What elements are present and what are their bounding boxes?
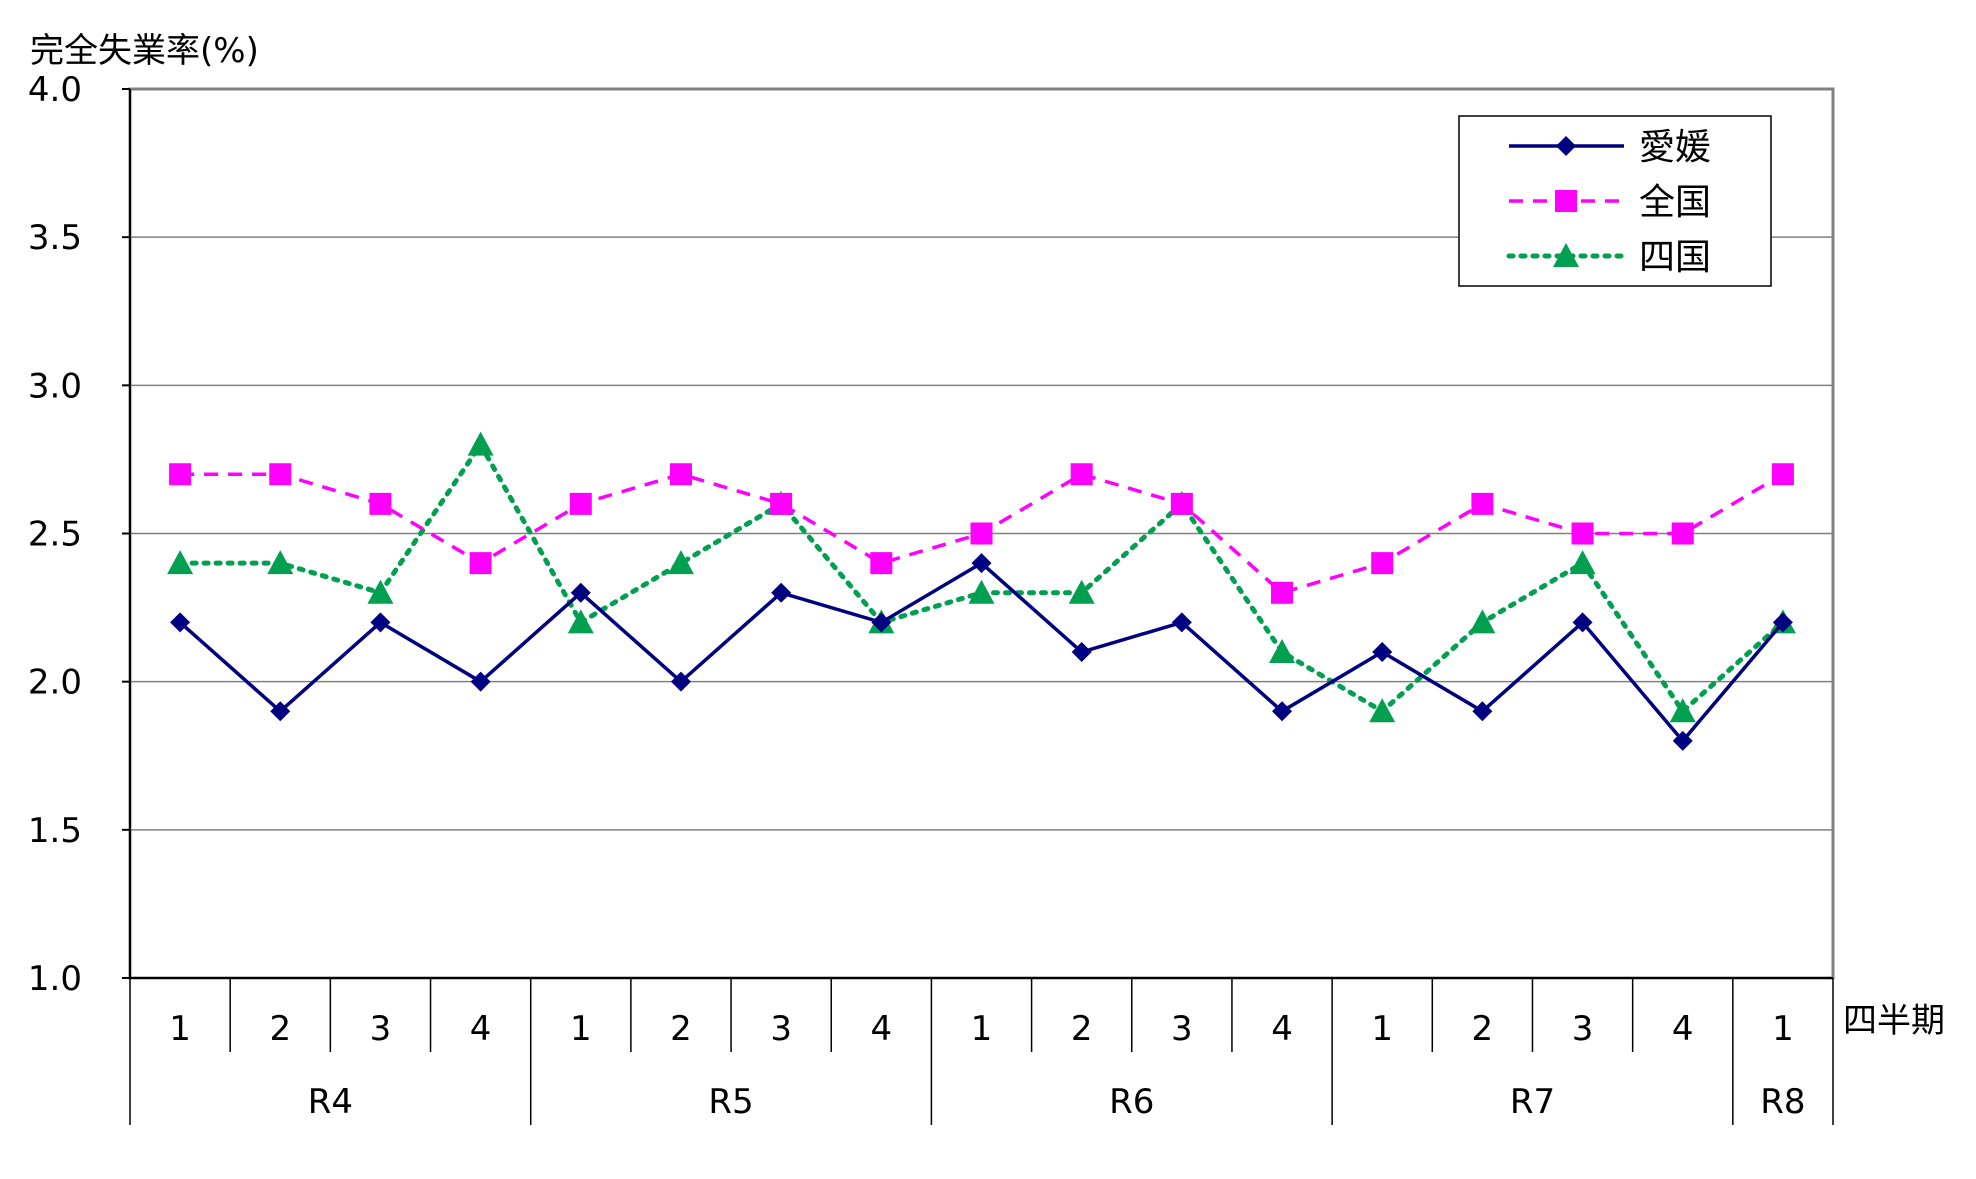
- legend-marker: [1555, 190, 1577, 212]
- data-point: [1372, 642, 1393, 663]
- data-point: [367, 579, 394, 604]
- data-point: [1672, 730, 1693, 751]
- x-tick-label: 1: [570, 1009, 592, 1049]
- data-point: [1369, 698, 1396, 723]
- legend-label: 愛媛: [1639, 127, 1711, 168]
- y-tick-label: 3.0: [28, 366, 82, 406]
- data-point: [167, 550, 194, 575]
- data-point: [370, 612, 391, 633]
- data-point: [269, 463, 292, 486]
- data-point: [1669, 698, 1696, 723]
- data-point: [1269, 639, 1296, 664]
- data-point: [567, 609, 594, 634]
- data-point: [870, 552, 893, 575]
- x-tick-label: 3: [370, 1009, 392, 1049]
- y-axis-title: 完全失業率(%): [30, 31, 259, 71]
- data-point: [570, 582, 591, 603]
- data-point: [467, 431, 494, 456]
- x-group-label: R8: [1760, 1082, 1805, 1122]
- x-group-label: R7: [1510, 1082, 1555, 1122]
- data-point: [871, 612, 892, 633]
- x-tick-label: 3: [1572, 1009, 1594, 1049]
- x-tick-label: 3: [1171, 1009, 1193, 1049]
- data-point: [469, 552, 492, 575]
- data-point: [1569, 550, 1596, 575]
- y-tick-label: 2.5: [28, 515, 82, 555]
- data-point: [470, 671, 491, 692]
- x-group-label: R4: [308, 1082, 353, 1122]
- x-tick-label: 1: [169, 1009, 191, 1049]
- x-tick-label: 2: [670, 1009, 692, 1049]
- x-group-label: R5: [708, 1082, 753, 1122]
- legend-marker: [1553, 243, 1579, 267]
- y-tick-label: 1.5: [28, 811, 82, 851]
- series-2: [167, 431, 1796, 723]
- data-point: [1170, 492, 1193, 515]
- data-point: [569, 492, 592, 515]
- series-line: [177, 439, 1786, 716]
- data-point: [369, 492, 392, 515]
- data-point: [1272, 701, 1293, 722]
- data-point: [1671, 522, 1694, 545]
- x-tick-label: 1: [971, 1009, 993, 1049]
- data-point: [1171, 612, 1192, 633]
- x-tick-label: 4: [1271, 1009, 1293, 1049]
- data-point: [970, 522, 993, 545]
- data-point: [270, 701, 291, 722]
- x-tick-label: 2: [269, 1009, 291, 1049]
- data-point: [1371, 552, 1394, 575]
- data-point: [1068, 579, 1095, 604]
- data-point: [770, 492, 793, 515]
- legend-label: 全国: [1639, 182, 1711, 223]
- x-tick-label: 4: [871, 1009, 893, 1049]
- data-point: [667, 550, 694, 575]
- data-point: [170, 612, 191, 633]
- data-point: [1472, 701, 1493, 722]
- data-point: [1771, 463, 1794, 486]
- y-tick-label: 3.5: [28, 218, 82, 258]
- x-tick-label: 2: [1071, 1009, 1093, 1049]
- x-tick-label: 4: [1672, 1009, 1694, 1049]
- data-point: [971, 553, 992, 574]
- x-tick-label: 3: [770, 1009, 792, 1049]
- data-point: [968, 579, 995, 604]
- data-point: [267, 550, 294, 575]
- data-point: [670, 671, 691, 692]
- y-tick-label: 4.0: [28, 70, 82, 110]
- data-point: [1471, 492, 1494, 515]
- x-tick-label: 1: [1772, 1009, 1794, 1049]
- data-point: [669, 463, 692, 486]
- data-point: [1071, 642, 1092, 663]
- series-0: [170, 553, 1793, 751]
- data-point: [1070, 463, 1093, 486]
- x-tick-label: 1: [1371, 1009, 1393, 1049]
- y-tick-label: 2.0: [28, 663, 82, 703]
- data-point: [1772, 612, 1793, 633]
- data-point: [771, 582, 792, 603]
- x-axis-title: 四半期: [1843, 1001, 1945, 1041]
- y-tick-label: 1.0: [28, 959, 82, 999]
- data-point: [1571, 522, 1594, 545]
- data-point: [1469, 609, 1496, 634]
- x-group-label: R6: [1109, 1082, 1154, 1122]
- series-1: [169, 463, 1794, 604]
- data-point: [1572, 612, 1593, 633]
- data-point: [169, 463, 192, 486]
- legend-marker: [1556, 136, 1576, 156]
- x-tick-label: 4: [470, 1009, 492, 1049]
- x-tick-label: 2: [1472, 1009, 1494, 1049]
- legend-label: 四国: [1639, 237, 1711, 278]
- data-point: [1271, 581, 1294, 604]
